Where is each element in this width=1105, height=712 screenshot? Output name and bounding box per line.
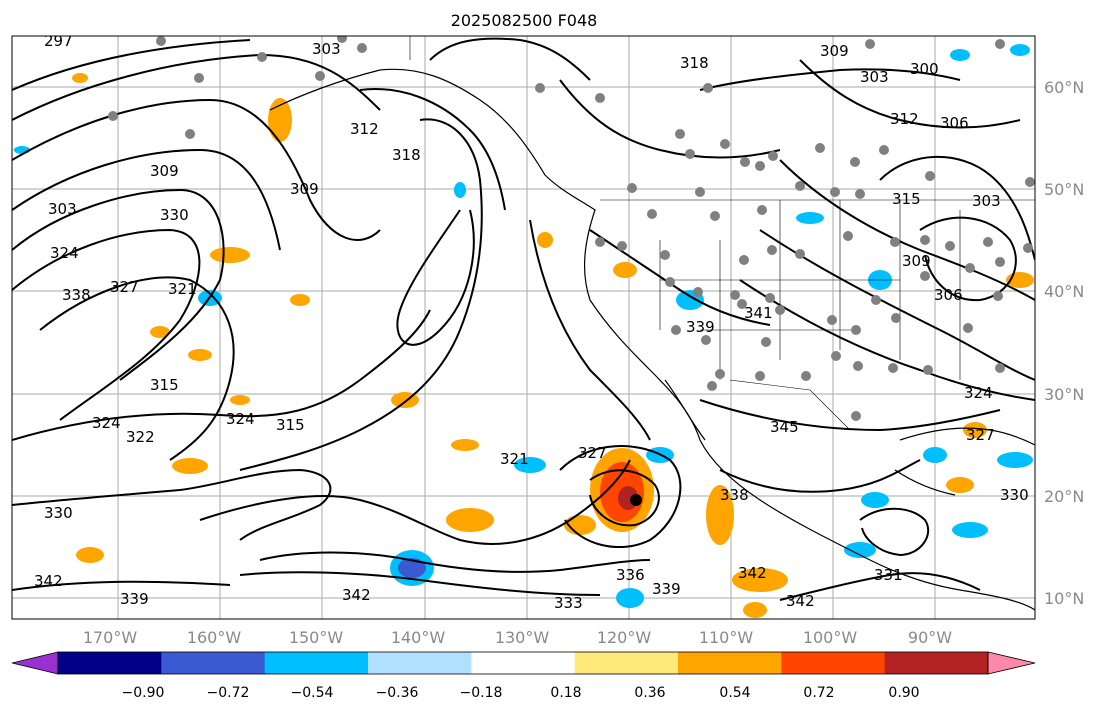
map-content: 297 303 309 312 318 318 309 303 300 306 …: [12, 32, 1035, 619]
colorbar-segment: [368, 652, 472, 674]
contour-label: 303: [48, 200, 77, 218]
colorbar-tick: 0.18: [550, 685, 581, 701]
lon-label: 140°W: [391, 628, 446, 647]
contour-label: 324: [226, 410, 255, 428]
lon-label: 170°W: [83, 628, 138, 647]
colorbar-segment: [678, 652, 782, 674]
lat-label: 60°N: [1044, 78, 1084, 97]
contour-label: 338: [62, 286, 91, 304]
contour-label: 324: [964, 384, 993, 402]
contour-labels: 297 303 309 312 318 318 309 303 300 306 …: [34, 32, 1029, 612]
contour-label: 330: [160, 206, 189, 224]
colorbar-extend-low: [11, 651, 59, 675]
lon-label: 160°W: [187, 628, 242, 647]
contour-label: 331: [874, 566, 903, 584]
colorbar-tick: −0.90: [122, 685, 165, 701]
latitude-labels: 60°N 50°N 40°N 30°N 20°N 10°N: [1044, 78, 1084, 608]
contour-label: 312: [890, 110, 919, 128]
contour-label: 330: [1000, 486, 1029, 504]
contour-label: 330: [44, 504, 73, 522]
contour-label: 322: [126, 428, 155, 446]
colorbar-tick: 0.54: [719, 685, 750, 701]
contour-label: 306: [940, 114, 969, 132]
colorbar-tick: −0.36: [376, 685, 419, 701]
contour-label: 303: [312, 40, 341, 58]
colorbar-tick: 0.72: [803, 685, 834, 701]
colorbar-tick: −0.54: [291, 685, 334, 701]
colorbar-segment: [574, 652, 679, 674]
station-dots: [108, 36, 1035, 421]
contour-label: 336: [616, 566, 645, 584]
contour-label: 327: [110, 278, 139, 296]
contour-label: 312: [350, 120, 379, 138]
colorbar-segment: [781, 652, 886, 674]
state-borders: [409, 36, 1035, 431]
contour-label: 306: [934, 286, 963, 304]
contour-label: 309: [902, 252, 931, 270]
longitude-labels: 170°W 160°W 150°W 140°W 130°W 120°W 110°…: [83, 628, 952, 647]
lat-label: 20°N: [1044, 487, 1084, 506]
colorbar: [11, 651, 1036, 675]
contour-label: 327: [578, 444, 607, 462]
contour-label: 315: [276, 416, 305, 434]
contour-label: 342: [786, 592, 815, 610]
lat-label: 30°N: [1044, 385, 1084, 404]
contour-label: 339: [120, 590, 149, 608]
contour-label: 315: [150, 376, 179, 394]
contour-label: 321: [168, 280, 197, 298]
lon-label: 120°W: [597, 628, 652, 647]
colorbar-tick-labels: −0.90 −0.72 −0.54 −0.36 −0.18 0.18 0.36 …: [122, 685, 920, 701]
contour-label: 300: [910, 60, 939, 78]
contour-label: 315: [892, 190, 921, 208]
contour-label: 327: [966, 426, 995, 444]
colorbar-tick: −0.72: [207, 685, 250, 701]
lon-label: 90°W: [908, 628, 952, 647]
colorbar-extend-high: [987, 651, 1036, 675]
contour-label: 297: [44, 32, 73, 50]
contour-label: 318: [680, 54, 709, 72]
contour-label: 333: [554, 594, 583, 612]
lat-label: 40°N: [1044, 282, 1084, 301]
lon-label: 130°W: [495, 628, 550, 647]
contour-label: 338: [720, 486, 749, 504]
contour-label: 339: [652, 580, 681, 598]
figure-title: 2025082500 F048: [451, 11, 598, 30]
contour-label: 309: [820, 42, 849, 60]
contour-label: 318: [392, 146, 421, 164]
contour-label: 309: [290, 180, 319, 198]
lon-label: 150°W: [289, 628, 344, 647]
contour-label: 324: [50, 244, 79, 262]
contour-label: 342: [738, 564, 767, 582]
lon-label: 110°W: [699, 628, 754, 647]
colorbar-segment: [884, 652, 989, 674]
contour-label: 324: [92, 414, 121, 432]
lat-label: 50°N: [1044, 180, 1084, 199]
contour-label: 309: [150, 162, 179, 180]
colorbar-border: [57, 651, 989, 675]
colorbar-segment: [471, 652, 576, 674]
colorbar-tick: 0.90: [888, 685, 919, 701]
lon-label: 100°W: [803, 628, 858, 647]
contour-label: 342: [34, 572, 63, 590]
contour-label: 342: [342, 586, 371, 604]
contours: [12, 37, 1035, 601]
colorbar-tick: −0.18: [460, 685, 503, 701]
colorbar-tick: 0.36: [634, 685, 665, 701]
colorbar-segment: [161, 652, 266, 674]
contour-label: 339: [686, 318, 715, 336]
map-frame: [11, 35, 1036, 620]
map-area: [12, 36, 1035, 619]
contour-label: 341: [744, 304, 773, 322]
colorbar-segment: [58, 652, 162, 674]
contour-label: 303: [860, 68, 889, 86]
colorbar-segment: [264, 652, 369, 674]
contour-label: 345: [770, 418, 799, 436]
contour-label: 321: [500, 450, 529, 468]
contour-label: 303: [972, 192, 1001, 210]
coastlines: [269, 68, 1035, 611]
lat-label: 10°N: [1044, 589, 1084, 608]
